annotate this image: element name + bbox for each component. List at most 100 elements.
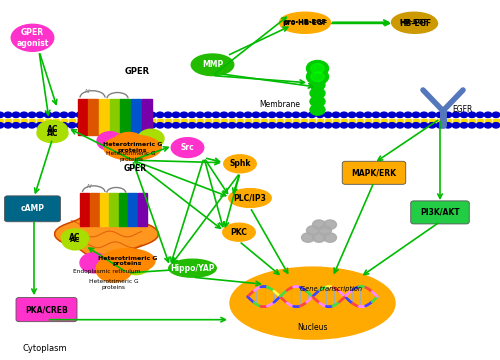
Circle shape bbox=[180, 123, 188, 128]
Circle shape bbox=[348, 123, 356, 128]
Circle shape bbox=[76, 123, 84, 128]
Circle shape bbox=[236, 123, 244, 128]
Circle shape bbox=[20, 112, 28, 117]
Circle shape bbox=[44, 112, 52, 117]
Bar bbox=[45, 119, 51, 123]
Ellipse shape bbox=[392, 12, 436, 32]
Circle shape bbox=[132, 112, 140, 117]
Bar bbox=[269, 119, 275, 123]
Ellipse shape bbox=[224, 155, 256, 173]
Circle shape bbox=[220, 112, 228, 117]
Circle shape bbox=[302, 233, 314, 242]
Circle shape bbox=[324, 123, 332, 128]
Circle shape bbox=[311, 64, 324, 73]
Circle shape bbox=[460, 112, 468, 117]
Circle shape bbox=[140, 123, 148, 128]
Circle shape bbox=[396, 123, 404, 128]
Circle shape bbox=[228, 112, 236, 117]
Bar bbox=[261, 119, 267, 123]
Bar bbox=[117, 119, 123, 123]
Circle shape bbox=[236, 112, 244, 117]
Circle shape bbox=[316, 123, 324, 128]
Circle shape bbox=[428, 123, 436, 128]
Circle shape bbox=[148, 112, 156, 117]
Circle shape bbox=[420, 123, 428, 128]
Circle shape bbox=[310, 104, 325, 115]
Circle shape bbox=[28, 112, 36, 117]
Ellipse shape bbox=[191, 54, 234, 76]
Circle shape bbox=[228, 123, 236, 128]
Circle shape bbox=[404, 123, 412, 128]
Bar bbox=[197, 119, 203, 123]
Circle shape bbox=[318, 226, 332, 235]
Bar bbox=[301, 119, 307, 123]
Ellipse shape bbox=[280, 14, 330, 33]
Circle shape bbox=[68, 112, 76, 117]
Circle shape bbox=[84, 112, 92, 117]
Circle shape bbox=[332, 123, 340, 128]
Circle shape bbox=[306, 60, 328, 76]
Bar bbox=[421, 119, 427, 123]
Circle shape bbox=[20, 123, 28, 128]
Circle shape bbox=[84, 123, 92, 128]
Circle shape bbox=[348, 112, 356, 117]
Circle shape bbox=[428, 112, 436, 117]
Bar bbox=[397, 119, 403, 123]
Circle shape bbox=[196, 112, 204, 117]
Bar bbox=[100, 193, 108, 226]
Circle shape bbox=[284, 123, 292, 128]
Circle shape bbox=[188, 123, 196, 128]
Bar bbox=[453, 119, 459, 123]
Circle shape bbox=[444, 112, 452, 117]
Bar bbox=[90, 193, 99, 226]
Circle shape bbox=[388, 112, 396, 117]
Ellipse shape bbox=[392, 14, 438, 33]
Bar bbox=[165, 119, 171, 123]
Text: Cytoplasm: Cytoplasm bbox=[22, 344, 68, 353]
Text: HB-EGF: HB-EGF bbox=[399, 19, 431, 28]
Circle shape bbox=[324, 233, 336, 242]
Circle shape bbox=[380, 112, 388, 117]
Circle shape bbox=[100, 123, 108, 128]
Bar bbox=[221, 119, 227, 123]
Ellipse shape bbox=[229, 189, 271, 207]
Ellipse shape bbox=[223, 223, 256, 241]
Circle shape bbox=[356, 123, 364, 128]
Circle shape bbox=[492, 112, 500, 117]
Text: Membrane: Membrane bbox=[260, 100, 300, 109]
Bar bbox=[469, 119, 475, 123]
Circle shape bbox=[212, 112, 220, 117]
Circle shape bbox=[310, 88, 325, 99]
Circle shape bbox=[36, 112, 44, 117]
Bar bbox=[181, 119, 187, 123]
Circle shape bbox=[311, 72, 324, 81]
Text: Heterotrimeric G
proteins: Heterotrimeric G proteins bbox=[103, 142, 162, 153]
Circle shape bbox=[356, 112, 364, 117]
Text: PI3K/AKT: PI3K/AKT bbox=[420, 208, 460, 217]
Circle shape bbox=[252, 123, 260, 128]
Bar bbox=[365, 119, 371, 123]
Ellipse shape bbox=[11, 24, 54, 51]
Bar bbox=[69, 119, 75, 123]
Circle shape bbox=[172, 123, 180, 128]
Circle shape bbox=[112, 132, 146, 157]
Circle shape bbox=[310, 96, 325, 107]
Ellipse shape bbox=[171, 138, 204, 158]
Circle shape bbox=[124, 123, 132, 128]
Text: MAPK/ERK: MAPK/ERK bbox=[352, 168, 397, 177]
Circle shape bbox=[324, 112, 332, 117]
Circle shape bbox=[372, 112, 380, 117]
Circle shape bbox=[292, 123, 300, 128]
Circle shape bbox=[312, 233, 326, 242]
Circle shape bbox=[312, 220, 326, 229]
Circle shape bbox=[276, 112, 284, 117]
Circle shape bbox=[108, 112, 116, 117]
Circle shape bbox=[244, 112, 252, 117]
Bar bbox=[78, 99, 88, 135]
Text: Nucleus: Nucleus bbox=[297, 323, 328, 332]
Circle shape bbox=[244, 123, 252, 128]
Text: PKA/CREB: PKA/CREB bbox=[25, 305, 68, 314]
Circle shape bbox=[62, 231, 88, 250]
Bar bbox=[138, 193, 147, 226]
Circle shape bbox=[0, 112, 4, 117]
